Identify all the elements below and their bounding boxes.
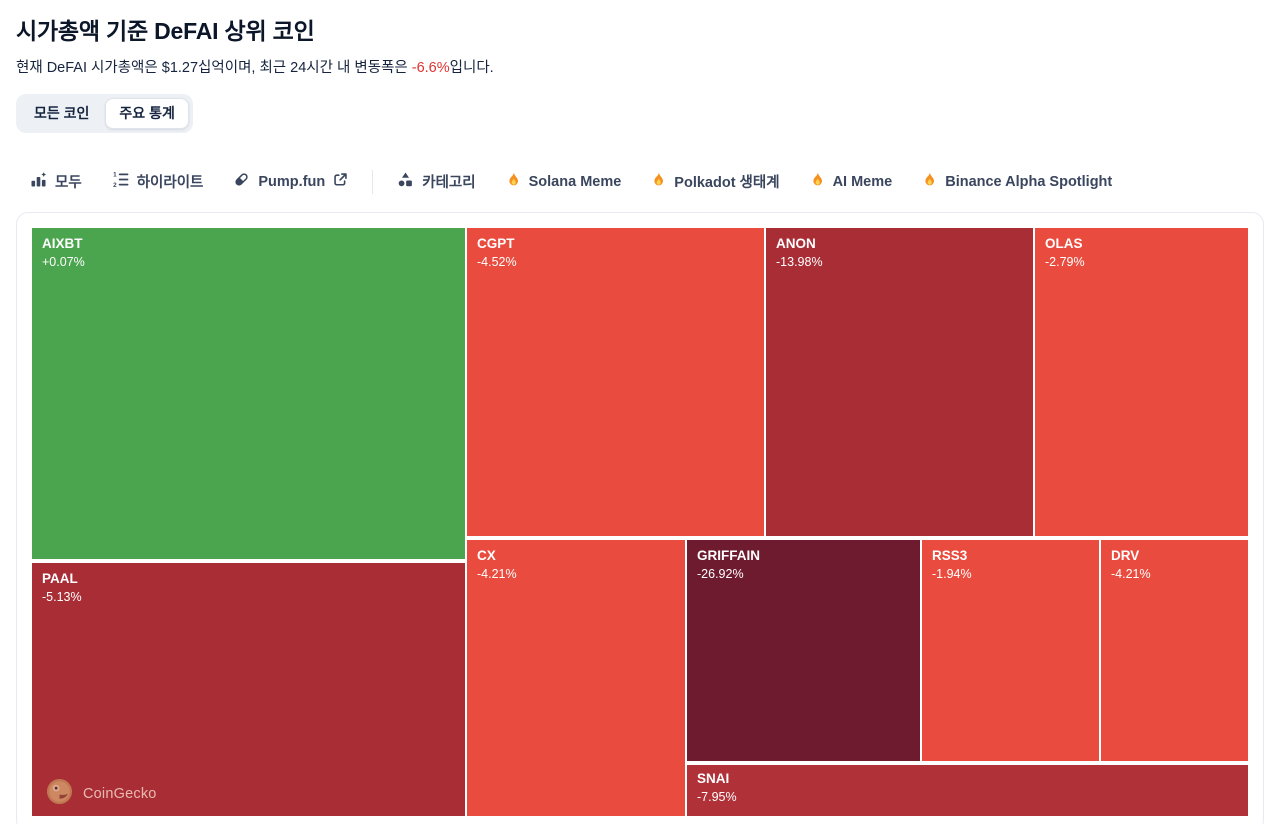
treemap-tile-aixbt[interactable]: AIXBT +0.07% [32,227,465,559]
tile-symbol: CX [477,547,496,563]
tile-change: -13.98% [776,254,823,269]
fire-icon [506,172,521,192]
pill-icon [233,171,250,192]
svg-text:2: 2 [113,182,117,188]
tile-symbol: PAAL [42,570,78,586]
tile-symbol: CGPT [477,235,515,251]
tile-symbol: GRIFFAIN [697,547,760,563]
tile-symbol: OLAS [1045,235,1083,251]
treemap-tile-rss3[interactable]: RSS3 -1.94% [922,539,1099,761]
treemap: CoinGecko AIXBT +0.07% CGPT -4.52% ANON -13.9… [32,227,1248,816]
subtitle-prefix: 현재 DeFAI 시가총액은 $1.27십억이며, 최근 24시간 내 변동폭은 [16,60,412,76]
tab-key-stats[interactable]: 주요 통계 [105,98,189,129]
treemap-tile-cx[interactable]: CX -4.21% [467,539,685,816]
fire-icon [651,172,666,192]
tile-change: -5.13% [42,589,82,604]
filter-label: Solana Meme [528,173,622,190]
filter-label: 모두 [55,175,82,192]
page-subtitle: 현재 DeFAI 시가총액은 $1.27십억이며, 최근 24시간 내 변동폭은… [16,56,1264,77]
page-title: 시가총액 기준 DeFAI 상위 코인 [16,18,315,44]
filter-bar: 모두 1 2 하이라이트 [16,169,1264,195]
tile-symbol: AIXBT [42,235,83,251]
filter-item-ai-meme[interactable]: AI Meme [810,172,893,192]
tile-change: -7.95% [697,789,737,804]
filter-label: Polkadot 생태계 [674,175,780,192]
treemap-tile-griffain[interactable]: GRIFFAIN -26.92% [687,539,920,761]
fire-icon [810,172,825,192]
tile-symbol: SNAI [697,770,730,786]
filter-label: Binance Alpha Spotlight [945,173,1113,190]
tile-change: +0.07% [42,254,85,269]
tile-symbol: ANON [776,235,816,251]
filter-item-pumpfun[interactable]: Pump.fun [233,171,348,192]
treemap-tile-olas[interactable]: OLAS -2.79% [1035,227,1248,536]
filter-label: 카테고리 [422,175,476,192]
treemap-tile-snai[interactable]: SNAI -7.95% [687,764,1248,816]
tile-change: -4.52% [477,254,517,269]
svg-text:1: 1 [113,172,117,179]
tile-symbol: DRV [1111,547,1140,563]
treemap-card: CoinGecko AIXBT +0.07% CGPT -4.52% ANON -13.9… [16,211,1264,824]
treemap-tile-anon[interactable]: ANON -13.98% [766,227,1033,536]
filter-item-all[interactable]: 모두 [30,171,82,192]
tile-change: -4.21% [477,566,517,581]
chart-bars-sparkle-icon [30,171,47,192]
tile-symbol: RSS3 [932,547,968,563]
filter-label: AI Meme [832,173,893,190]
filter-divider [372,169,374,194]
tile-change: -26.92% [697,566,744,581]
tile-change: -2.79% [1045,254,1085,269]
filter-label: 하이라이트 [136,175,204,192]
treemap-tile-paal[interactable]: PAAL -5.13% [32,562,465,816]
fire-icon [922,172,937,192]
treemap-tile-cgpt[interactable]: CGPT -4.52% [467,227,764,536]
filter-item-highlights[interactable]: 1 2 하이라이트 [112,171,204,192]
filter-label: Pump.fun [258,173,326,190]
subtitle-change-value: -6.6% [411,60,450,76]
filter-item-solana-meme[interactable]: Solana Meme [506,172,622,192]
view-tab-group: 모든 코인 주요 통계 [16,94,193,133]
tile-change: -4.21% [1111,566,1151,581]
tile-change: -1.94% [932,566,972,581]
numbered-list-icon: 1 2 [112,171,129,192]
filter-item-categories[interactable]: 카테고리 [397,171,476,192]
treemap-tile-drv[interactable]: DRV -4.21% [1101,539,1248,761]
external-link-icon [333,172,348,191]
filter-item-binance-alpha-spotlight[interactable]: Binance Alpha Spotlight [922,172,1112,192]
filter-item-polkadot-ecosystem[interactable]: Polkadot 생태계 [651,171,780,192]
shapes-icon [397,171,414,192]
subtitle-suffix: 입니다. [449,60,494,76]
tab-all-coins[interactable]: 모든 코인 [20,98,103,129]
